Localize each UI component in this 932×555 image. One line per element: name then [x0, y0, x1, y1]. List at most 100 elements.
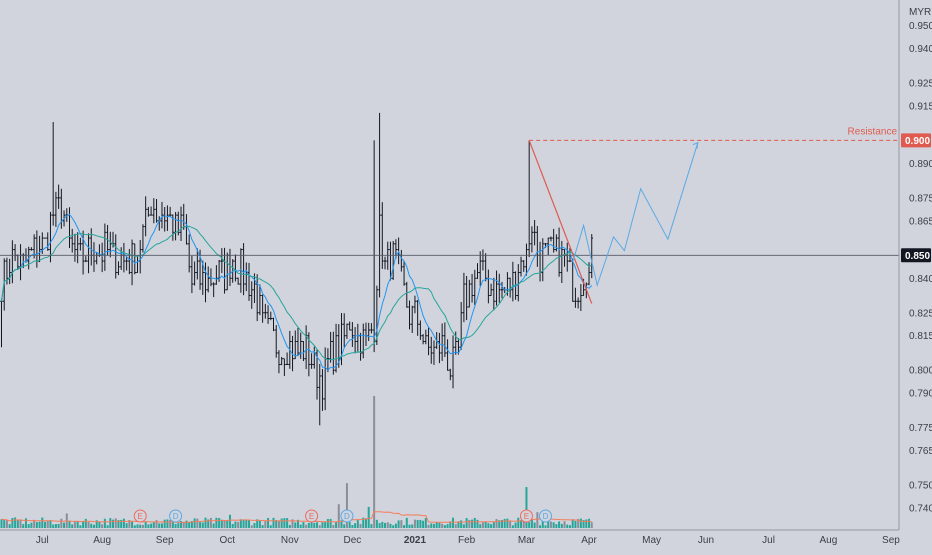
time-tick-label: Jul: [36, 535, 49, 546]
volume-bar-52: [141, 524, 144, 528]
volume-bar-203: [552, 522, 555, 528]
volume-bar-156: [424, 517, 427, 528]
dividend-event-badge: [539, 509, 552, 523]
volume-bar-116: [316, 522, 319, 528]
time-axis[interactable]: Jul Aug Sep Oct Nov Dec 2021 Feb Mar Apr May Jun Jul…: [36, 535, 900, 546]
volume-bar-198: [539, 525, 542, 528]
price-tick-label: 0.840: [909, 274, 932, 285]
volume-bar-48: [131, 521, 134, 528]
volume-bar-205: [558, 521, 561, 528]
volume-bar-71: [193, 518, 196, 528]
volume-bar-61: [166, 519, 169, 528]
volume-bar-169: [460, 520, 463, 528]
currency-label: MYR: [909, 7, 931, 18]
time-tick-label: Aug: [819, 535, 837, 546]
volume-bar-144: [392, 525, 395, 528]
volume-bar-168: [457, 521, 460, 528]
volume-bar-17: [46, 520, 49, 528]
volume-bar-182: [495, 519, 498, 528]
volume-bar-0: [0, 519, 3, 528]
volume-bar-123: [335, 521, 338, 528]
volume-bar-23: [63, 522, 66, 528]
volume-bar-211: [574, 520, 577, 528]
volume-bar-11: [30, 522, 33, 528]
volume-bar-4: [11, 517, 14, 528]
last-price-label: 0.850: [905, 251, 930, 262]
volume-bar-97: [264, 520, 267, 528]
volume-bar-134: [364, 518, 367, 528]
volume-bar-35: [95, 520, 98, 528]
volume-bar-53: [144, 521, 147, 528]
volume-bar-196: [533, 522, 536, 528]
event-letter: E: [138, 512, 143, 521]
volume-bar-150: [408, 524, 411, 528]
volume-bar-14: [38, 521, 41, 528]
volume-bar-66: [180, 521, 183, 528]
projection-arrowhead: [692, 141, 699, 149]
volume-bar-19: [52, 524, 55, 528]
volume-bar-8: [22, 524, 25, 528]
event-letter: E: [524, 512, 529, 521]
price-tick-label: 0.875: [909, 193, 932, 204]
volume-bar-207: [563, 521, 566, 528]
volume-bar-1: [3, 520, 6, 528]
volume-bar-172: [468, 520, 471, 528]
volume-bar-108: [294, 522, 297, 528]
volume-bar-190: [517, 517, 520, 528]
volume-bar-201: [547, 521, 550, 528]
volume-bar-40: [109, 518, 112, 528]
volume-bar-124: [337, 504, 340, 528]
volume-bar-50: [136, 524, 139, 528]
time-tick-label: Apr: [581, 535, 597, 546]
price-tick-label: 0.740: [909, 504, 932, 515]
volume-bar-5: [14, 517, 17, 528]
volume-bar-89: [242, 519, 245, 528]
volume-bar-64: [174, 523, 177, 528]
volume-bar-59: [160, 523, 163, 528]
volume-bar-174: [473, 517, 476, 528]
volume-bar-74: [201, 522, 204, 528]
resistance-price-badge: [901, 133, 931, 148]
volume-bar-93: [253, 523, 256, 528]
volume-bar-9: [24, 518, 27, 528]
volume-bar-145: [394, 523, 397, 528]
time-tick-label: Sep: [882, 535, 900, 546]
volume-bar-122: [332, 524, 335, 528]
volume-bar-140: [381, 521, 384, 528]
volume-bar-133: [362, 517, 365, 528]
volume-bar-117: [318, 525, 321, 528]
price-tick-label: 0.925: [909, 78, 932, 89]
volume-ma-line: [1, 511, 592, 523]
price-axis[interactable]: 0.740 0.750 0.765 0.775 0.790 0.800 0.815 0.825…: [901, 21, 932, 515]
volume-bar-29: [79, 525, 82, 528]
volume-bar-27: [73, 521, 76, 528]
volume-bar-78: [212, 523, 215, 528]
event-letter: D: [543, 512, 549, 521]
dividend-event-badge: [340, 509, 354, 523]
time-tick-label: Mar: [518, 535, 536, 546]
volume-bar-183: [498, 520, 501, 528]
volume-bar-107: [291, 519, 294, 528]
volume-bar-34: [92, 524, 95, 528]
volume-bar-216: [588, 518, 591, 528]
volume-bar-153: [416, 519, 419, 528]
volume-bar-110: [299, 524, 302, 528]
volume-bar-77: [209, 517, 212, 528]
volume-bar-85: [231, 523, 234, 528]
volume-bar-146: [397, 520, 400, 528]
time-tick-label: Dec: [343, 535, 361, 546]
volume-bar-162: [441, 523, 444, 528]
volume-bar-104: [283, 518, 286, 528]
volume-bar-7: [19, 519, 22, 528]
volume-bar-200: [544, 525, 547, 528]
volume-bar-101: [275, 520, 278, 528]
volume-bar-62: [169, 519, 172, 528]
volume-bar-18: [49, 520, 52, 528]
volume-bar-51: [139, 524, 142, 528]
volume-bar-69: [188, 522, 191, 528]
volume-bar-67: [182, 522, 185, 528]
volume-bar-36: [98, 521, 101, 528]
